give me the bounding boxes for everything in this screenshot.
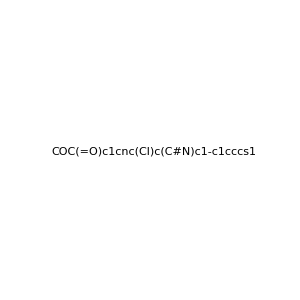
Text: COC(=O)c1cnc(Cl)c(C#N)c1-c1cccs1: COC(=O)c1cnc(Cl)c(C#N)c1-c1cccs1 bbox=[51, 146, 256, 157]
